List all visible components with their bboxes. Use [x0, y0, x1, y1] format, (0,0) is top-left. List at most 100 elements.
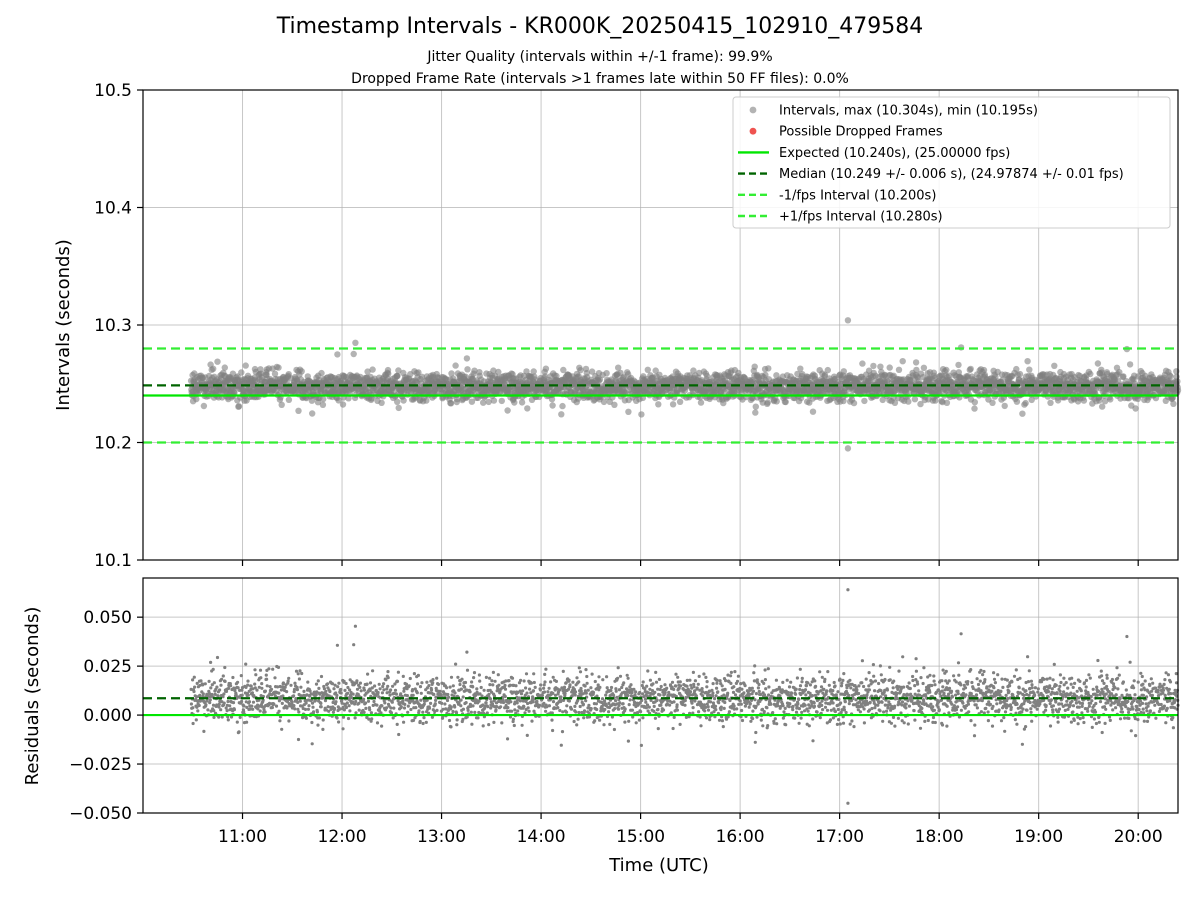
interval-point [490, 367, 497, 374]
residual-point [253, 668, 257, 672]
residual-point [481, 724, 485, 728]
residual-point [297, 710, 301, 714]
interval-point [912, 359, 920, 366]
residual-point [516, 709, 520, 713]
y-tick-label: 10.1 [94, 551, 132, 571]
residual-point [459, 704, 463, 708]
residual-point [298, 699, 302, 703]
residual-point [391, 684, 395, 688]
residual-point [458, 682, 462, 687]
residual-point [411, 688, 415, 692]
residual-point [527, 709, 531, 713]
residual-point [392, 706, 396, 710]
residual-point [258, 709, 262, 713]
residual-point [368, 681, 373, 685]
residual-point [280, 727, 284, 731]
residual-point [246, 683, 250, 687]
residual-point [328, 689, 332, 694]
interval-point [463, 355, 471, 362]
residual-point [525, 733, 529, 738]
residual-point [310, 720, 314, 725]
interval-point [490, 397, 498, 404]
residual-point [206, 708, 210, 712]
residual-point [303, 707, 308, 712]
interval-point [840, 368, 847, 375]
residual-point [411, 718, 416, 723]
residual-point [589, 686, 593, 690]
residual-point [199, 679, 203, 683]
interval-point [943, 399, 951, 406]
residual-point [421, 710, 425, 714]
residual-point [326, 705, 330, 709]
residual-point [215, 655, 220, 660]
residual-point [487, 692, 491, 696]
residual-point [212, 681, 216, 685]
residual-point [286, 679, 290, 683]
residual-point [238, 715, 242, 720]
interval-point [395, 404, 402, 412]
residual-point [455, 723, 459, 727]
legend-marker-intervals [749, 106, 757, 114]
residual-point [626, 739, 631, 743]
residual-point [240, 693, 244, 697]
residual-point [209, 660, 213, 665]
interval-point [352, 339, 359, 346]
residual-point [407, 684, 411, 688]
residual-point [259, 676, 263, 680]
residual-point [455, 718, 459, 722]
residual-point [464, 701, 468, 705]
interval-point [318, 369, 325, 377]
residual-point [503, 687, 508, 691]
residual-point [237, 730, 241, 734]
interval-point [468, 398, 476, 405]
residual-point [542, 686, 546, 690]
residual-point [486, 705, 490, 709]
residual-point [316, 723, 320, 727]
residual-point [227, 686, 231, 691]
residual-point [612, 693, 616, 698]
interval-point [559, 402, 566, 410]
interval-point [394, 398, 401, 405]
residual-point [225, 709, 229, 713]
residual-point [589, 707, 593, 711]
residual-point [376, 690, 380, 695]
residual-point [273, 676, 277, 680]
residual-point [274, 704, 279, 708]
residual-point [319, 705, 323, 709]
residual-point [595, 707, 599, 712]
residual-point [357, 708, 361, 712]
interval-point [765, 365, 772, 372]
residual-point [390, 700, 394, 704]
residual-point [304, 716, 308, 720]
residual-point [339, 691, 343, 695]
residual-point [616, 666, 620, 670]
interval-point [752, 403, 759, 410]
residual-point [546, 690, 550, 694]
interval-point [530, 368, 537, 375]
interval-point [504, 407, 511, 414]
residual-point [500, 721, 504, 725]
residual-point [409, 707, 413, 712]
residual-point [264, 673, 268, 677]
residual-point [622, 681, 626, 685]
residual-point [627, 719, 631, 723]
residual-point [514, 684, 518, 688]
residual-point [490, 679, 494, 683]
residual-point [278, 719, 282, 723]
interval-point [485, 398, 492, 406]
residual-point [601, 678, 605, 682]
residual-point [415, 691, 419, 695]
residual-point [542, 690, 547, 694]
residual-point [231, 675, 235, 680]
residual-point [559, 743, 563, 747]
residual-point [263, 710, 267, 714]
residual-point [461, 717, 465, 722]
residual-point [189, 702, 193, 706]
residual-point [561, 669, 565, 674]
interval-point [752, 409, 759, 416]
residual-point [245, 720, 249, 724]
residual-point [348, 709, 352, 713]
residual-point [292, 704, 296, 708]
residual-point [537, 703, 542, 708]
residual-point [445, 698, 450, 703]
